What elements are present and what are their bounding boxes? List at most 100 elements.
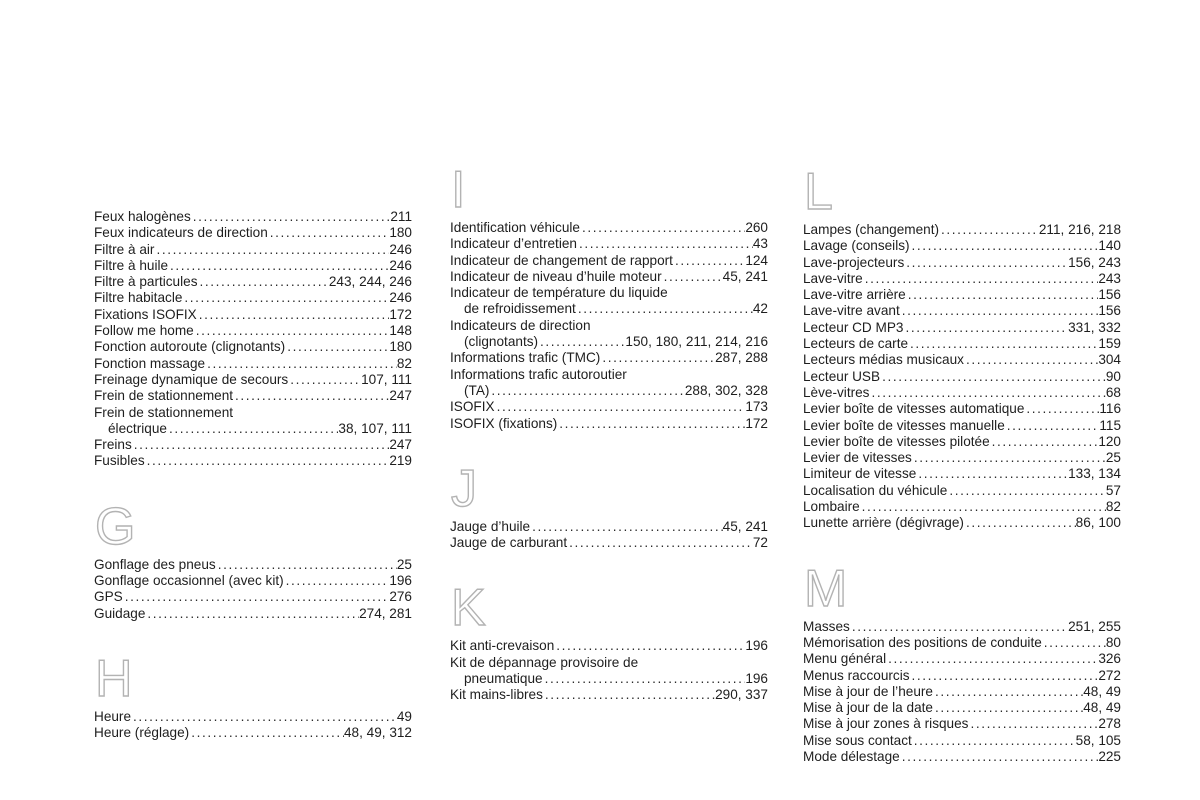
index-entry: Lunette arrière (dégivrage) 86, 100 [803, 515, 1121, 531]
entry-page-numbers: 156, 243 [1068, 254, 1121, 270]
index-entry: Filtre à air 246 [94, 242, 412, 258]
entry-label: Filtre à huile [94, 257, 169, 273]
entry-label: Heure [94, 708, 132, 724]
entry-label: Identification véhicule [450, 220, 580, 235]
entry-page-numbers: 57 [1105, 482, 1121, 498]
index-entry: Localisation du véhicule 57 [803, 483, 1121, 499]
leader-dots [600, 350, 715, 366]
entry-label: Fixations ISOFIX [94, 306, 197, 322]
leader-dots [567, 535, 753, 551]
index-entry: Jauge de carburant 72 [450, 535, 768, 551]
leader-dots [900, 303, 1099, 319]
index-entry: Limiteur de vitesse 133, 134 [803, 466, 1121, 482]
entry-page-numbers: 288, 302, 328 [684, 382, 768, 398]
entry-label: Masses [803, 618, 850, 634]
index-entry: Jauge d’huile 45, 241 [450, 519, 768, 535]
index-entry: Gonflage occasionnel (avec kit) 196 [94, 573, 412, 589]
entry-page-numbers: 260 [745, 220, 768, 235]
leader-dots [145, 453, 390, 469]
svg-text:K: K [451, 584, 486, 632]
index-entry: Levier boîte de vitesses manuelle 115 [803, 418, 1121, 434]
index-entry: Indicateur de température du liquide [450, 285, 768, 301]
leader-dots [576, 301, 753, 317]
leader-dots [1042, 635, 1106, 651]
entry-page-numbers: 246 [389, 290, 412, 306]
leader-dots [543, 687, 715, 703]
entry-page-numbers: 290, 337 [715, 687, 768, 703]
leader-dots [1005, 418, 1100, 434]
entry-label: Kit anti-crevaison [450, 638, 555, 654]
leader-dots [863, 271, 1099, 287]
entry-label: Levier boîte de vitesses manuelle [803, 417, 1005, 433]
leader-dots [964, 515, 1076, 531]
index-entry: Lave-vitre arrière 156 [803, 287, 1121, 303]
index-entry: Identification véhicule 260 [450, 220, 768, 236]
index-entry: Heure (réglage) 48, 49, 312 [94, 725, 412, 741]
entry-page-numbers: 115 [1099, 417, 1121, 433]
entry-label: Heure (réglage) [94, 725, 190, 741]
entry-page-numbers: 25 [1105, 450, 1121, 466]
index-entry: Levier boîte de vitesses automatique 116 [803, 401, 1121, 417]
entry-page-numbers: 150, 180, 211, 214, 216 [625, 334, 768, 350]
entry-page-numbers: 219 [389, 453, 412, 469]
index-entry: Mise sous contact 58, 105 [803, 733, 1121, 749]
entry-page-numbers: 148 [389, 323, 412, 339]
entry-page-numbers: 211 [390, 209, 412, 224]
leader-dots [947, 483, 1106, 499]
index-entry: Indicateur d’entretien 43 [450, 236, 768, 252]
entry-label: Fusibles [94, 453, 145, 469]
entry-page-numbers: 196 [389, 573, 412, 589]
entry-page-numbers: 243 [1098, 270, 1121, 286]
leader-dots [216, 557, 397, 573]
entry-page-numbers: 156 [1098, 287, 1121, 303]
index-entry: Lecteurs de carte 159 [803, 336, 1121, 352]
index-entry: Freins 247 [94, 437, 412, 453]
entry-page-numbers: 72 [752, 535, 768, 551]
leader-dots [580, 220, 745, 236]
index-entry: Lave-projecteurs 156, 243 [803, 255, 1121, 271]
leader-dots [554, 638, 745, 654]
index-entry: Lecteur CD MP3 331, 332 [803, 320, 1121, 336]
section-letter-i: I [450, 160, 768, 219]
entry-page-numbers: 45, 241 [722, 268, 768, 284]
index-entry: Fonction massage 82 [94, 356, 412, 372]
entry-page-numbers: 278 [1098, 716, 1121, 732]
leader-dots [860, 499, 1106, 515]
index-entry: pneumatique 196 [450, 671, 768, 687]
index-entry: Lève-vitres 68 [803, 385, 1121, 401]
entry-page-numbers: 133, 134 [1068, 466, 1121, 482]
index-entry: Lave-vitre 243 [803, 271, 1121, 287]
leader-dots [538, 334, 625, 350]
entry-label: Mode délestage [803, 749, 900, 765]
index-entry: Gonflage des pneus 25 [94, 557, 412, 573]
leader-dots [886, 651, 1098, 667]
entry-page-numbers: 246 [389, 257, 412, 273]
index-entry: Kit anti-crevaison 196 [450, 638, 768, 654]
leader-dots [489, 383, 684, 399]
entry-page-numbers: 331, 332 [1068, 319, 1121, 335]
index-entry: Frein de stationnement [94, 405, 412, 421]
leader-dots [132, 437, 390, 453]
index-entry: Filtre habitacle 246 [94, 290, 412, 306]
entry-page-numbers: 251, 255 [1068, 618, 1121, 634]
leader-dots [939, 222, 1039, 238]
entry-page-numbers: 48, 49, 312 [343, 725, 412, 741]
entry-page-numbers: 243, 244, 246 [328, 274, 412, 290]
entry-label: Indicateurs de direction [450, 317, 591, 333]
entry-label: Filtre habitacle [94, 290, 183, 306]
entry-label: Lecteurs médias musicaux [803, 352, 964, 368]
entry-page-numbers: 274, 281 [359, 605, 412, 621]
leader-dots [900, 749, 1099, 765]
entry-page-numbers: 272 [1098, 667, 1121, 683]
index-entry: GPS 276 [94, 589, 412, 605]
entry-label: ISOFIX (fixations) [450, 415, 558, 431]
index-entry: Fixations ISOFIX 172 [94, 307, 412, 323]
entry-label: Mise sous contact [803, 732, 912, 748]
entry-label: Lecteur USB [803, 368, 881, 384]
entry-page-numbers: 159 [1098, 336, 1121, 352]
leader-dots [904, 255, 1068, 271]
entry-label: Freins [94, 437, 132, 453]
leader-dots [968, 716, 1098, 732]
